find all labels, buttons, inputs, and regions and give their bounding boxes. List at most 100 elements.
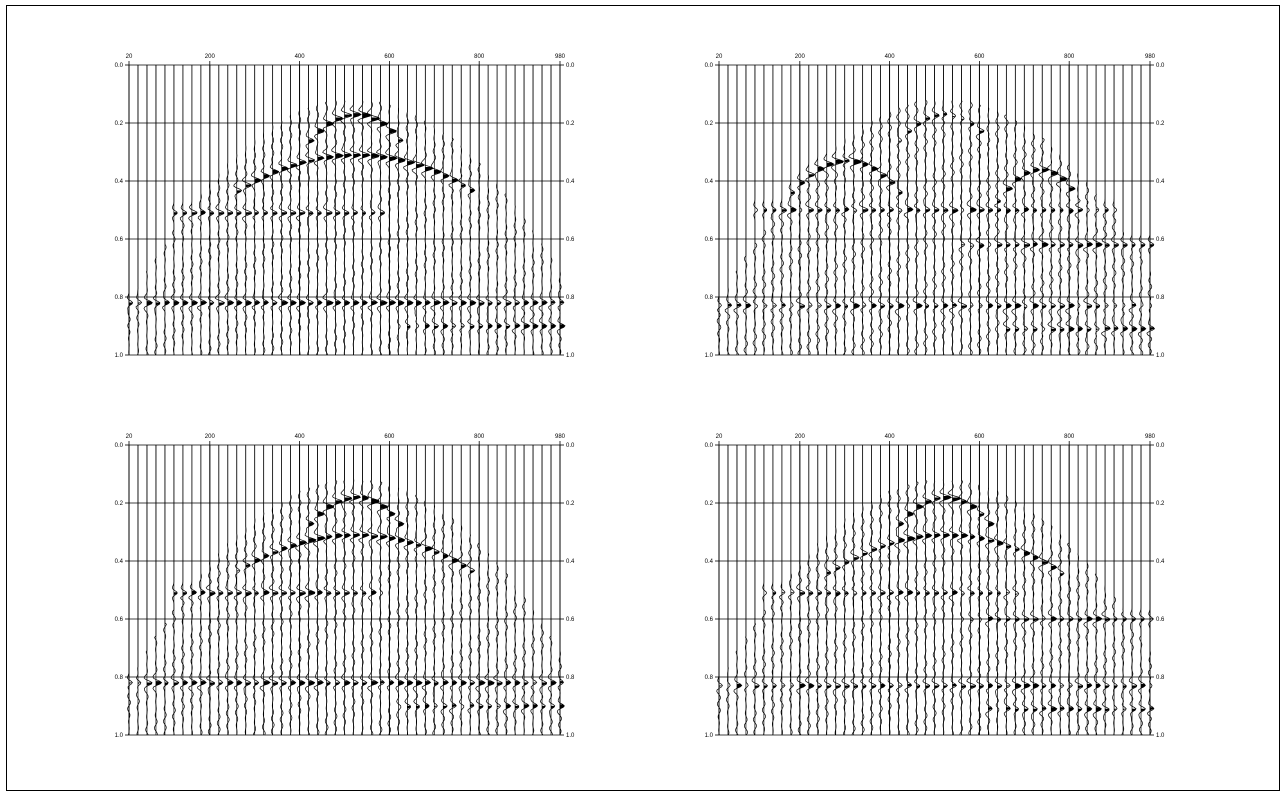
trace-wiggle	[170, 65, 180, 356]
trace-wiggle	[278, 65, 289, 356]
y-tick-label-right: 0.6	[566, 617, 575, 623]
y-tick-label-left: 0.4	[705, 559, 714, 565]
trace-wiggle	[152, 65, 161, 356]
trace-fill	[506, 681, 511, 709]
trace-fill	[970, 123, 977, 307]
trace-wiggle	[957, 65, 967, 356]
trace-wiggle	[233, 445, 243, 736]
trace-fill	[736, 683, 742, 689]
x-tick-label: 20	[716, 54, 723, 60]
trace-wiggle	[188, 65, 199, 356]
trace-wiggle	[313, 445, 326, 736]
trace-fill	[362, 113, 371, 306]
trace-fill	[889, 181, 895, 309]
trace-fill	[997, 541, 1004, 689]
trace-fill	[200, 210, 207, 306]
trace-wiggle	[348, 445, 361, 736]
trace-wiggle	[922, 445, 933, 736]
trace-fill	[943, 496, 952, 689]
trace-fill	[1096, 209, 1103, 331]
trace-fill	[934, 114, 940, 309]
trace-wiggle	[1137, 65, 1147, 356]
trace-wiggle	[420, 445, 434, 736]
y-tick-label-right: 1.0	[566, 733, 575, 739]
trace-fill	[961, 118, 967, 309]
trace-fill	[826, 162, 834, 309]
trace-wiggle	[502, 445, 512, 736]
x-tick-label: 600	[384, 54, 395, 60]
trace-fill	[245, 564, 252, 686]
trace-fill	[1141, 244, 1146, 332]
trace-fill	[835, 159, 844, 309]
trace-fill	[551, 681, 557, 709]
y-tick-label-left: 0.4	[705, 179, 714, 185]
trace-fill	[1042, 561, 1048, 711]
trace-wiggle	[143, 65, 153, 356]
trace-fill	[326, 504, 334, 686]
y-tick-label-right: 0.4	[1156, 559, 1165, 565]
trace-fill	[754, 685, 760, 689]
trace-wiggle	[331, 445, 344, 736]
trace-wiggle	[322, 65, 335, 356]
y-tick-label-right: 0.8	[1156, 675, 1165, 681]
trace-fill	[308, 522, 317, 686]
trace-wiggle	[385, 65, 398, 356]
trace-fill	[452, 178, 459, 328]
trace-fill	[790, 592, 795, 687]
trace-fill	[835, 567, 841, 689]
trace-wiggle	[376, 65, 389, 356]
x-tick-label: 200	[205, 434, 216, 440]
trace-wiggle	[841, 65, 850, 356]
trace-wiggle	[162, 65, 171, 356]
trace-wiggle	[340, 445, 353, 736]
y-tick-label-left: 0.6	[115, 617, 124, 623]
trace-wiggle	[467, 445, 476, 736]
trace-wiggle	[197, 65, 208, 356]
trace-fill	[799, 592, 806, 689]
trace-wiggle	[520, 65, 531, 356]
trace-wiggle	[188, 445, 198, 736]
x-tick-label: 800	[474, 54, 485, 60]
y-tick-label-right: 0.8	[566, 295, 575, 301]
y-tick-label-right: 0.6	[1156, 237, 1165, 243]
trace-wiggle	[251, 65, 262, 356]
x-tick-label: 20	[716, 434, 723, 440]
trace-wiggle	[1066, 445, 1075, 736]
y-tick-label-right: 0.0	[1156, 63, 1165, 69]
trace-fill	[979, 130, 985, 307]
trace-fill	[1150, 244, 1155, 331]
trace-wiggle	[440, 65, 450, 356]
trace-fill	[164, 682, 169, 686]
trace-wiggle	[724, 65, 733, 356]
trace-wiggle	[430, 65, 442, 356]
trace-fill	[727, 303, 732, 307]
plot-area: 0.0 0.0 0.2 0.2 0.4 0.4 0.6 0.6 0.8 0.8 1.0 1.0 20 20…	[115, 54, 575, 359]
trace-wiggle	[357, 65, 371, 356]
y-tick-label-left: 0.0	[115, 63, 124, 69]
trace-wiggle	[358, 445, 370, 736]
trace-fill	[263, 554, 271, 686]
trace-wiggle	[1029, 445, 1040, 736]
trace-wiggle	[976, 445, 986, 736]
trace-wiggle	[476, 65, 485, 356]
trace-wiggle	[366, 65, 381, 356]
trace-fill	[129, 302, 133, 306]
trace-fill	[898, 140, 905, 309]
trace-wiggle	[556, 65, 566, 356]
x-tick-label: 600	[384, 434, 395, 440]
trace-fill	[353, 496, 361, 686]
trace-fill	[353, 113, 362, 306]
trace-wiggle	[894, 445, 906, 736]
trace-fill	[898, 522, 905, 687]
y-tick-label-right: 0.2	[1156, 501, 1165, 507]
trace-fill	[524, 682, 529, 709]
y-tick-label-right: 0.0	[566, 63, 575, 69]
trace-wiggle	[403, 65, 416, 356]
y-tick-label-left: 0.8	[705, 295, 714, 301]
trace-fill	[970, 504, 978, 689]
y-tick-label-left: 0.4	[115, 559, 124, 565]
trace-wiggle	[493, 445, 503, 736]
trace-fill	[515, 302, 520, 329]
x-tick-label: 400	[885, 54, 896, 60]
trace-fill	[344, 114, 352, 306]
